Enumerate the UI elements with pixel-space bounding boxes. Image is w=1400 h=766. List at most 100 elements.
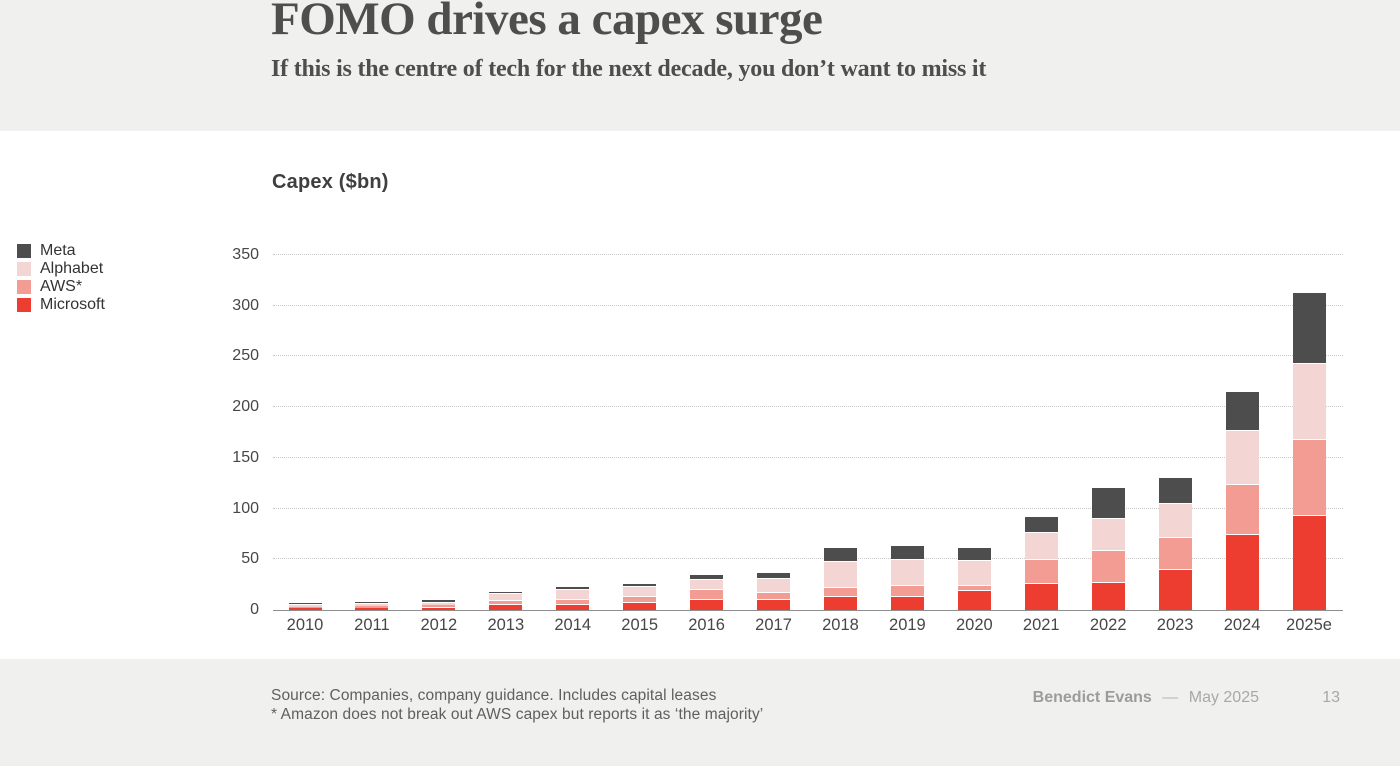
segment-2019-aws <box>890 585 924 596</box>
footer-credit: Benedict Evans — May 2025 <box>1033 689 1259 707</box>
x-tick-2019: 2019 <box>889 616 926 634</box>
chart-legend: Meta Alphabet AWS* Microsoft <box>17 242 105 314</box>
segment-2022-alphabet <box>1091 518 1125 550</box>
chart-title: Capex ($bn) <box>272 171 389 193</box>
segment-2025e-microsoft <box>1292 515 1326 610</box>
segment-2019-alphabet <box>890 559 924 585</box>
gridline-300 <box>273 304 1343 306</box>
segment-2015-aws <box>623 596 657 602</box>
bar-2020 <box>957 255 991 610</box>
segment-2020-aws <box>957 585 991 590</box>
segment-2013-microsoft <box>489 604 523 610</box>
segment-2022-microsoft <box>1091 582 1125 610</box>
segment-2023-aws <box>1158 537 1192 569</box>
segment-2025e-aws <box>1292 439 1326 515</box>
segment-2019-meta <box>890 545 924 559</box>
segment-2017-meta <box>757 572 791 578</box>
segment-2010-meta <box>288 603 322 604</box>
segment-2017-aws <box>757 592 791 599</box>
bar-2021 <box>1024 255 1058 610</box>
segment-2017-microsoft <box>757 599 791 610</box>
page-number: 13 <box>1322 689 1340 706</box>
x-tick-2012: 2012 <box>420 616 458 634</box>
segment-2011-meta <box>355 602 389 603</box>
segment-2024-alphabet <box>1225 430 1259 484</box>
y-tick-100: 100 <box>232 499 259 517</box>
bar-2023 <box>1158 255 1192 610</box>
x-axis-line <box>273 610 1343 611</box>
slide-title: FOMO drives a capex surge <box>271 0 823 45</box>
bar-2025e <box>1292 255 1326 610</box>
segment-2011-alphabet <box>355 603 389 606</box>
segment-2014-microsoft <box>556 604 590 610</box>
y-tick-250: 250 <box>232 347 259 365</box>
x-tick-2015: 2015 <box>621 616 659 634</box>
legend-label: AWS* <box>40 278 83 295</box>
segment-2010-aws <box>288 607 322 608</box>
segment-2024-aws <box>1225 484 1259 534</box>
segment-2015-alphabet <box>623 586 657 596</box>
segment-2016-aws <box>690 589 724 599</box>
segment-2020-meta <box>957 547 991 560</box>
segment-2025e-meta <box>1292 292 1326 363</box>
x-tick-2021: 2021 <box>1022 616 1060 634</box>
x-tick-2013: 2013 <box>487 616 525 634</box>
segment-2018-meta <box>823 547 857 561</box>
plot-area <box>273 254 1343 611</box>
segment-2010-microsoft <box>288 608 322 610</box>
y-tick-200: 200 <box>232 398 259 416</box>
segment-2022-aws <box>1091 550 1125 582</box>
segment-2011-aws <box>355 606 389 608</box>
segment-2018-aws <box>823 587 857 596</box>
segment-2023-microsoft <box>1158 569 1192 610</box>
segment-2017-alphabet <box>757 578 791 592</box>
segment-2016-alphabet <box>690 579 724 589</box>
segment-2018-microsoft <box>823 596 857 610</box>
y-tick-0: 0 <box>250 601 259 618</box>
segment-2015-microsoft <box>623 602 657 610</box>
bar-2018 <box>823 255 857 610</box>
segment-2021-microsoft <box>1024 583 1058 610</box>
segment-2014-aws <box>556 599 590 604</box>
segment-2013-aws <box>489 600 523 604</box>
x-tick-2010: 2010 <box>286 616 324 634</box>
gridline-50 <box>273 558 1343 560</box>
x-tick-2014: 2014 <box>554 616 592 634</box>
y-tick-300: 300 <box>232 296 259 314</box>
gridline-100 <box>273 507 1343 509</box>
legend-item-alphabet: Alphabet <box>17 260 105 278</box>
segment-2013-meta <box>489 592 523 593</box>
segment-2012-alphabet <box>422 602 456 605</box>
bar-2015 <box>623 255 657 610</box>
footer-date: May 2025 <box>1188 689 1259 706</box>
gridline-150 <box>273 456 1343 458</box>
bar-2010 <box>288 255 322 610</box>
bar-2012 <box>422 255 456 610</box>
bar-2011 <box>355 255 389 610</box>
bar-2019 <box>890 255 924 610</box>
segment-2013-alphabet <box>489 593 523 600</box>
legend-swatch-icon <box>17 280 31 294</box>
y-tick-150: 150 <box>232 448 259 466</box>
segment-2023-alphabet <box>1158 503 1192 537</box>
segment-2025e-alphabet <box>1292 363 1326 439</box>
segment-2019-microsoft <box>890 596 924 610</box>
x-tick-2018: 2018 <box>822 616 859 634</box>
segment-2016-microsoft <box>690 599 724 610</box>
segment-2023-meta <box>1158 477 1192 503</box>
legend-label: Alphabet <box>40 260 104 277</box>
x-tick-2022: 2022 <box>1089 616 1127 634</box>
y-tick-350: 350 <box>232 246 259 263</box>
segment-2021-alphabet <box>1024 532 1058 559</box>
segment-2020-microsoft <box>957 590 991 610</box>
bar-2024 <box>1225 255 1259 610</box>
legend-swatch-icon <box>17 298 31 312</box>
footer-author: Benedict Evans <box>1032 689 1152 706</box>
segment-2022-meta <box>1091 487 1125 518</box>
bar-2022 <box>1091 255 1125 610</box>
footer-dash: — <box>1162 689 1179 706</box>
x-tick-2016: 2016 <box>688 616 725 634</box>
legend-item-microsoft: Microsoft <box>17 296 105 314</box>
segment-2021-aws <box>1024 559 1058 583</box>
